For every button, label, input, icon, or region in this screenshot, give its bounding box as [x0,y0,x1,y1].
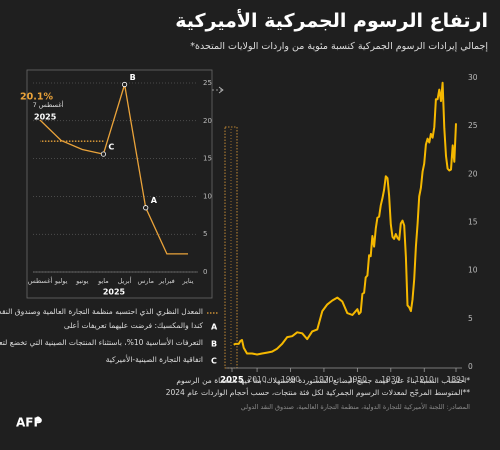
x-tick-label: مايو [97,277,109,285]
legend-text: التعرفات الأساسية 10%، باستثناء المنتجات… [0,338,203,347]
y-tick-label: 10 [468,266,478,275]
logo-dot [35,416,41,422]
logo: AFP [16,416,42,430]
annotation-point [143,205,149,211]
x-tick-label: أبريل [118,276,132,285]
x-tick-label: أغسطس [28,276,53,285]
x-tick-label: 1910 [415,375,434,384]
value-label: 20.1% [20,92,53,103]
connector-arrow [218,86,224,94]
y-tick-label: 0 [468,362,473,371]
y-tick-label: 0 [203,268,207,276]
x-tick-label: 2010 [248,375,267,384]
y-tick-label: 10 [203,192,212,200]
value-year: 2025 [34,113,57,122]
annotation-point [121,81,128,88]
y-tick-label: 15 [468,218,478,227]
y-tick-label: 5 [203,230,207,238]
footnote: **المتوسط المرجّح لمعدلات الرسوم الجمركي… [165,388,470,397]
data-line [233,81,457,356]
x-tick-label: يوليو [54,277,68,285]
x-tick-label: يناير [181,277,193,285]
x-tick-label: 1930 [381,375,400,384]
x-tick-label: 2025 [220,376,244,386]
y-tick-label: 30 [468,73,478,82]
legend-text: المعدل النظري الذي احتسبه منظمة التجارة … [0,307,203,316]
legend-text: كندا والمكسيك: فرضت عليهما تعريفات أعلى [63,321,203,330]
subtitle: إجمالي إيرادات الرسوم الجمركية كنسبة مئو… [190,41,488,52]
y-tick-label: 25 [203,79,212,87]
x-tick-label: يونيو [75,277,88,285]
x-tick-label: 1970 [314,375,333,384]
x-tick-label: فبراير [158,277,175,285]
source: المصادر: اللجنة الأميركية للتجارة الدولي… [240,403,470,411]
y-tick-label: 20 [468,169,478,178]
data-line [39,84,188,255]
legend-letter: C [211,357,217,366]
annotation-point [100,151,107,157]
annotation-label: B [130,73,136,82]
inset-frame [26,69,213,299]
footnote: *احتساب النسبة بناءً على قيمة جميع البضا… [176,376,470,385]
x-tick-label: 1950 [348,375,367,384]
x-tick-label: مارس [137,277,154,285]
legend-letter: A [211,323,218,332]
x-tick-label: 1990 [281,375,300,384]
y-tick-label: 25 [468,121,478,130]
annotation-label: C [108,143,114,152]
highlight-2025 [224,126,238,369]
annotation-label: A [151,196,158,205]
legend-letter: B [211,340,217,349]
x-axis-label: 2025 [103,288,126,297]
value-date: 7 أغسطس [33,100,64,109]
x-tick-label: 1891 [446,375,465,384]
title: ارتفاع الرسوم الجمركية الأميركية [175,10,488,32]
legend-text: اتفاقية التجارة الصينية-الأميركية [105,355,203,364]
y-tick-label: 15 [203,155,212,163]
y-tick-label: 20 [203,117,212,125]
y-tick-label: 5 [468,314,473,323]
